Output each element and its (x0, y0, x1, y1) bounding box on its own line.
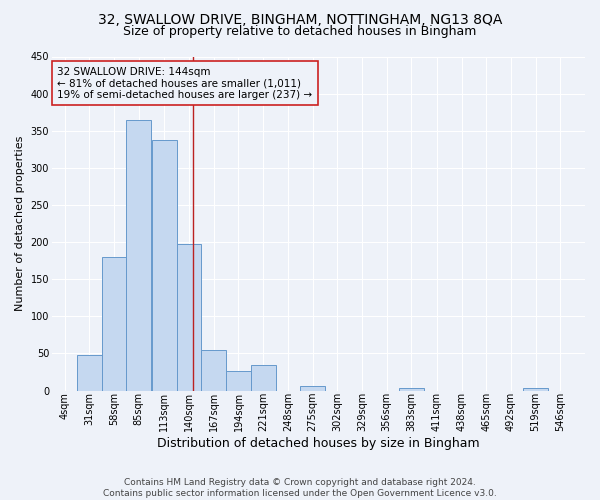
Text: 32, SWALLOW DRIVE, BINGHAM, NOTTINGHAM, NG13 8QA: 32, SWALLOW DRIVE, BINGHAM, NOTTINGHAM, … (98, 12, 502, 26)
Bar (177, 244, 202, 390)
X-axis label: Distribution of detached houses by size in Bingham: Distribution of detached houses by size … (157, 437, 480, 450)
Bar (202, 350, 226, 391)
Text: 32 SWALLOW DRIVE: 144sqm
← 81% of detached houses are smaller (1,011)
19% of sem: 32 SWALLOW DRIVE: 144sqm ← 81% of detach… (57, 66, 313, 100)
Bar (127, 120, 151, 390)
Text: Size of property relative to detached houses in Bingham: Size of property relative to detached ho… (124, 25, 476, 38)
Bar (251, 366, 275, 390)
Bar (399, 388, 424, 390)
Y-axis label: Number of detached properties: Number of detached properties (15, 136, 25, 311)
Text: Contains HM Land Registry data © Crown copyright and database right 2024.
Contai: Contains HM Land Registry data © Crown c… (103, 478, 497, 498)
Bar (300, 386, 325, 390)
Bar (226, 372, 251, 390)
Bar (77, 355, 102, 390)
Bar (523, 388, 548, 390)
Bar (152, 140, 177, 390)
Bar (102, 257, 127, 390)
